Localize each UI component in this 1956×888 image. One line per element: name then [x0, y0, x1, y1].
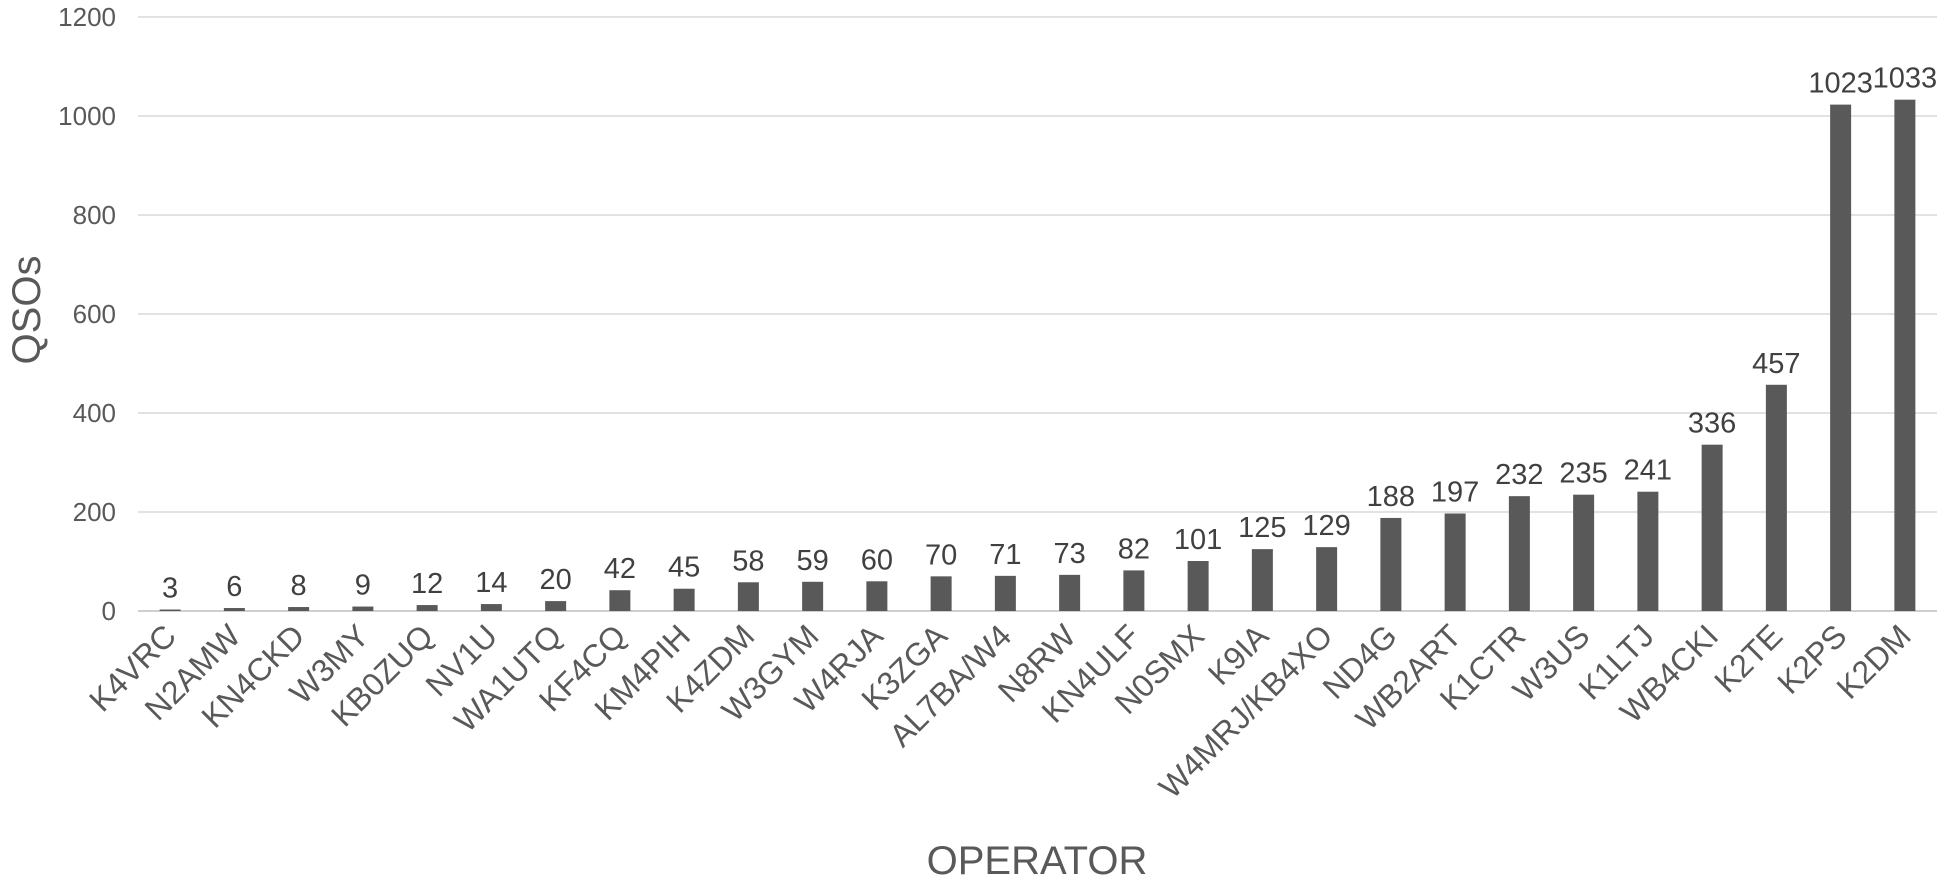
bar-WA1UTQ [545, 601, 567, 611]
bar-ND4G [1380, 517, 1402, 611]
bar-W3MY [352, 606, 374, 611]
bar-WB4CKI [1701, 444, 1723, 611]
bar-AL7BA/W4 [994, 575, 1016, 611]
bar-K3ZGA [930, 576, 952, 611]
data-label: 232 [1495, 459, 1543, 491]
data-label: 73 [1053, 538, 1085, 570]
x-axis-title: OPERATOR [927, 839, 1148, 883]
y-tick-label: 1000 [58, 101, 116, 131]
data-label: 457 [1752, 348, 1800, 380]
y-axis-tick-labels: 0 200 400 600 800 1000 1200 [58, 2, 116, 626]
x-tick-label: K2TE [1707, 617, 1789, 699]
y-tick-label: 400 [73, 398, 116, 428]
data-label: 60 [861, 544, 893, 576]
x-axis-tick-labels: K4VRCN2AMWKN4CKDW3MYKB0ZUQNV1UWA1UTQKF4C… [82, 617, 1918, 805]
bar-WB2ART [1444, 513, 1466, 611]
data-label: 14 [475, 567, 507, 599]
y-tick-label: 200 [73, 497, 116, 527]
data-label: 336 [1688, 408, 1736, 440]
data-label: 8 [291, 570, 307, 602]
bar-N2AMW [223, 608, 245, 611]
x-tick-label: K2DM [1830, 617, 1918, 705]
data-label: 241 [1624, 455, 1672, 487]
data-label: 3 [162, 573, 178, 605]
data-label: 42 [604, 553, 636, 585]
data-label: 1033 [1873, 63, 1938, 95]
data-label: 1023 [1808, 68, 1873, 100]
data-label: 129 [1302, 510, 1350, 542]
data-label: 82 [1118, 533, 1150, 565]
data-label: 125 [1238, 512, 1286, 544]
data-label: 9 [355, 570, 371, 602]
bar-KN4ULF [1123, 570, 1145, 611]
bar-KM4PIH [673, 588, 695, 611]
data-label: 70 [925, 539, 957, 571]
y-tick-label: 800 [73, 200, 116, 230]
y-tick-label: 1200 [58, 2, 116, 32]
bar-K1LTJ [1637, 491, 1659, 611]
bar-K9IA [1251, 549, 1273, 611]
data-label: 59 [796, 545, 828, 577]
data-label: 12 [411, 568, 443, 600]
y-tick-label: 600 [73, 299, 116, 329]
bar-K2TE [1765, 384, 1787, 611]
bar-W4MRJ/KB4XO [1316, 547, 1338, 611]
data-labels: 3 6 8 9 12 14 20 42 45 58 59 60 70 71 73 82 101 125 129 188… [162, 63, 1937, 605]
gridlines [138, 16, 1937, 612]
y-tick-label: 0 [102, 596, 116, 626]
bar-KF4CQ [609, 590, 631, 611]
bar-N0SMX [1187, 561, 1209, 611]
bar-K2PS [1830, 104, 1852, 612]
data-label: 235 [1559, 458, 1607, 490]
bars [159, 99, 1916, 612]
bar-KN4CKD [288, 607, 310, 611]
bar-KB0ZUQ [416, 605, 438, 611]
bar-W3US [1573, 494, 1595, 611]
bar-K2DM [1894, 99, 1916, 611]
data-label: 20 [539, 564, 571, 596]
data-label: 197 [1431, 476, 1479, 508]
bar-N8RW [1059, 574, 1081, 611]
y-axis-title: QSOs [5, 256, 49, 365]
bar-W4RJA [866, 581, 888, 611]
data-label: 58 [732, 545, 764, 577]
data-label: 45 [668, 552, 700, 584]
data-label: 6 [226, 571, 242, 603]
data-label: 101 [1174, 524, 1222, 556]
bar-NV1U [480, 604, 502, 611]
data-label: 71 [989, 539, 1021, 571]
data-label: 188 [1367, 481, 1415, 513]
bar-K4ZDM [737, 582, 759, 611]
bar-K4VRC [159, 609, 181, 611]
bar-K1CTR [1508, 496, 1530, 611]
bar-W3GYM [802, 581, 824, 611]
